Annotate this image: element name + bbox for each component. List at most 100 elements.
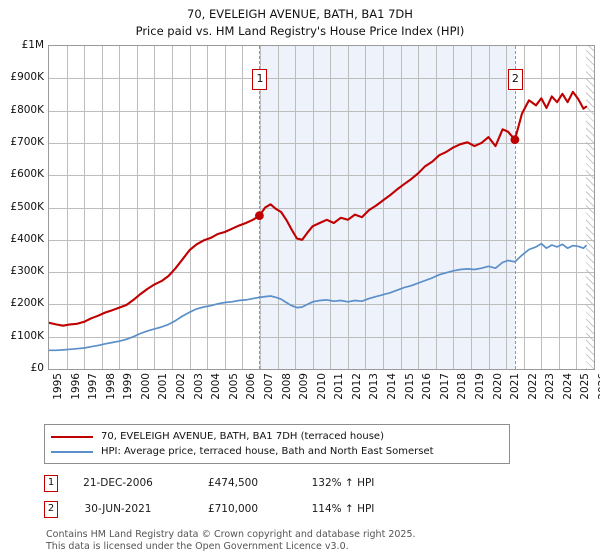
y-axis-tick-label: £1M xyxy=(21,39,44,51)
shade-band xyxy=(259,46,515,369)
gridline-vertical xyxy=(119,46,120,369)
gridline-vertical xyxy=(190,46,191,369)
x-axis-tick-label: 2010 xyxy=(315,373,328,400)
gridline-vertical xyxy=(489,46,490,369)
gridline-vertical xyxy=(418,46,419,369)
gridline-vertical xyxy=(295,46,296,369)
chart-legend: 70, EVELEIGH AVENUE, BATH, BA1 7DH (terr… xyxy=(44,424,510,464)
x-axis-tick-label: 2003 xyxy=(192,373,205,400)
y-axis-tick-label: £400K xyxy=(10,232,44,245)
gridline-vertical xyxy=(348,46,349,369)
legend-label-hpi: HPI: Average price, terraced house, Bath… xyxy=(101,446,434,457)
sale-point-dot[interactable] xyxy=(255,211,264,221)
x-axis-tick-label: 2013 xyxy=(368,373,381,400)
gridline-vertical xyxy=(137,46,138,369)
title-line-subtitle: Price paid vs. HM Land Registry's House … xyxy=(135,24,465,38)
gridline-horizontal xyxy=(49,272,594,273)
x-axis-tick-label: 2017 xyxy=(438,373,451,400)
gridline-vertical xyxy=(401,46,402,369)
transaction-index-badge: 2 xyxy=(44,500,58,518)
gridline-vertical xyxy=(67,46,68,369)
gridline-vertical xyxy=(313,46,314,369)
y-axis-tick-label: £100K xyxy=(10,329,44,342)
gridline-vertical xyxy=(242,46,243,369)
transactions-table: 1 21-DEC-2006 £474,500 132% ↑ HPI 2 30-J… xyxy=(44,472,464,524)
transaction-index-badge: 1 xyxy=(44,474,58,492)
sale-point-dot[interactable] xyxy=(510,135,520,145)
y-axis-tick-label: £0 xyxy=(30,362,44,374)
x-axis-tick-label: 2006 xyxy=(245,373,258,400)
gridline-horizontal xyxy=(49,304,594,305)
gridline-vertical xyxy=(330,46,331,369)
y-axis-tick-label: £700K xyxy=(10,135,44,148)
x-axis-tick-label: 2016 xyxy=(421,373,434,400)
x-axis-tick-label: 2021 xyxy=(509,373,522,400)
x-axis-tick-label: 1998 xyxy=(104,373,117,400)
gridline-horizontal xyxy=(49,337,594,338)
x-axis-tick-label: 2000 xyxy=(139,373,152,400)
gridline-horizontal xyxy=(49,175,594,176)
gridline-vertical xyxy=(84,46,85,369)
x-axis-tick-label: 2007 xyxy=(262,373,275,400)
legend-item: HPI: Average price, terraced house, Bath… xyxy=(51,444,503,459)
gridline-vertical xyxy=(172,46,173,369)
x-axis-tick-label: 2018 xyxy=(456,373,469,400)
y-axis-tick-label: £300K xyxy=(10,265,44,278)
x-axis-tick-label: 2020 xyxy=(491,373,504,400)
hatch-band xyxy=(586,46,594,369)
legend-item: 70, EVELEIGH AVENUE, BATH, BA1 7DH (terr… xyxy=(51,429,503,444)
gridline-vertical xyxy=(154,46,155,369)
x-axis-tick-label: 2002 xyxy=(175,373,188,400)
gridline-vertical xyxy=(559,46,560,369)
gridline-vertical xyxy=(260,46,261,369)
y-axis-tick-label: £500K xyxy=(10,200,44,213)
x-axis-tick-label: 2022 xyxy=(526,373,539,400)
x-axis-tick-label: 2014 xyxy=(386,373,399,400)
legend-label-price-paid: 70, EVELEIGH AVENUE, BATH, BA1 7DH (terr… xyxy=(101,431,384,442)
x-axis-tick-label: 1997 xyxy=(87,373,100,400)
gridline-vertical xyxy=(207,46,208,369)
y-axis-tick-label: £600K xyxy=(10,168,44,181)
sale-marker-2[interactable]: 2 xyxy=(507,69,523,90)
gridline-vertical xyxy=(365,46,366,369)
transaction-hpi-delta: 114% ↑ HPI xyxy=(311,503,375,515)
gridline-vertical xyxy=(453,46,454,369)
y-axis-labels: £0 £100K £200K £300K £400K £500K £600K £700K £80… xyxy=(0,39,600,374)
x-axis-tick-label: 2001 xyxy=(157,373,170,400)
sale-vline xyxy=(259,46,261,369)
table-row[interactable]: 2 30-JUN-2021 £710,000 114% ↑ HPI xyxy=(44,498,464,520)
gridline-vertical xyxy=(225,46,226,369)
x-axis-tick-label: 2025 xyxy=(579,373,592,400)
transaction-hpi-delta: 132% ↑ HPI xyxy=(311,477,375,489)
gridline-vertical xyxy=(436,46,437,369)
x-axis-tick-label: 1999 xyxy=(122,373,135,400)
line-price-paid xyxy=(49,90,588,327)
gridline-horizontal xyxy=(49,208,594,209)
sale-marker-1[interactable]: 1 xyxy=(252,69,268,90)
x-axis-labels: 1995 1996 1997 1998 1999 2000 2001 2002 2003 2004… xyxy=(48,373,600,415)
gridline-vertical xyxy=(383,46,384,369)
gridline-horizontal xyxy=(49,143,594,144)
x-axis-tick-label: 2009 xyxy=(298,373,311,400)
x-axis-tick-label: 2008 xyxy=(280,373,293,400)
y-axis-tick-label: £800K xyxy=(10,103,44,116)
x-axis-tick-label: 2023 xyxy=(544,373,557,400)
footer-line-copyright: Contains HM Land Registry data © Crown c… xyxy=(46,529,416,540)
x-axis-tick-label: 2005 xyxy=(227,373,240,400)
legend-swatch-price-paid xyxy=(51,435,93,438)
gridline-vertical xyxy=(278,46,279,369)
gridline-horizontal xyxy=(49,240,594,241)
x-axis-tick-label: 1995 xyxy=(52,373,64,400)
line-hpi xyxy=(49,242,587,352)
transaction-date: 21-DEC-2006 xyxy=(83,477,153,489)
gridline-vertical xyxy=(471,46,472,369)
table-row[interactable]: 1 21-DEC-2006 £474,500 132% ↑ HPI xyxy=(44,472,464,494)
gridline-vertical xyxy=(541,46,542,369)
y-axis-tick-label: £200K xyxy=(10,297,44,310)
transaction-date: 30-JUN-2021 xyxy=(84,503,152,515)
transaction-price: £710,000 xyxy=(207,503,259,515)
series-lines xyxy=(49,90,588,352)
footer-line-licence: This data is licensed under the Open Gov… xyxy=(46,540,349,552)
